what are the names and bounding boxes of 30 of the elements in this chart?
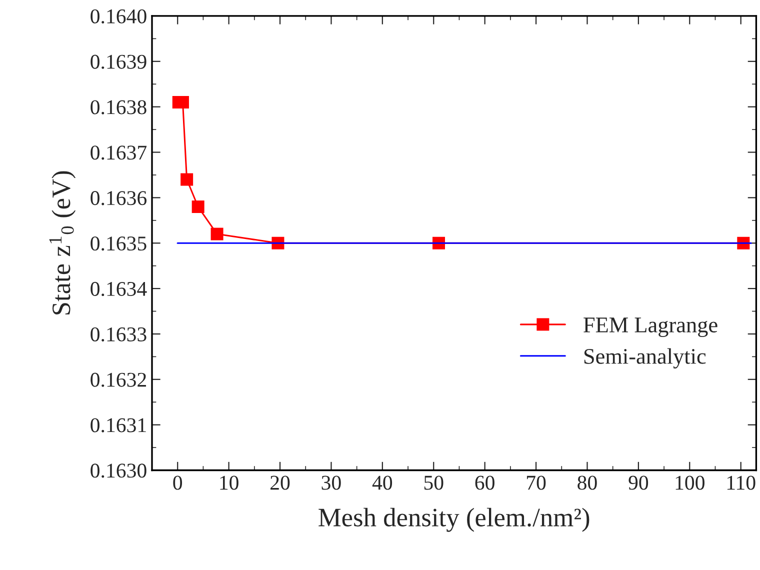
point bbox=[192, 200, 204, 214]
y-tick-label: 0.1640 bbox=[90, 9, 146, 24]
x-tick-label: 70 bbox=[526, 476, 546, 490]
y-tick-label: 0.1630 bbox=[90, 464, 146, 478]
x-tick-label: 100 bbox=[676, 476, 704, 490]
point bbox=[210, 228, 224, 240]
legend-label: FEM Lagrange bbox=[584, 318, 718, 338]
x-tick-label: 60 bbox=[475, 476, 494, 490]
x-axis-title: Mesh density (elem./nm²) bbox=[318, 508, 590, 532]
y-tick-label: 0.1639 bbox=[90, 54, 146, 69]
legend-label: Semi-analytic bbox=[584, 348, 706, 368]
y-tick-label: 0.1635 bbox=[90, 236, 146, 251]
x-tick-label: 20 bbox=[270, 476, 290, 490]
x-tick-label: 10 bbox=[220, 476, 238, 490]
x-tick-label: 30 bbox=[322, 476, 341, 490]
x-tick-label: 80 bbox=[578, 476, 597, 490]
y-tick-label: 0.1631 bbox=[90, 418, 146, 432]
y-tick-label: 0.1638 bbox=[90, 100, 146, 114]
y-tick-label: 0.1633 bbox=[90, 327, 146, 342]
x-tick-label: 40 bbox=[372, 476, 392, 490]
x-tick-label: 90 bbox=[628, 476, 648, 490]
y-tick-label: 0.1632 bbox=[90, 372, 146, 387]
y-tick-label: 0.1637 bbox=[90, 146, 147, 160]
x-tick-label: 50 bbox=[424, 476, 444, 490]
point bbox=[180, 173, 194, 186]
y-tick-label: 0.1634 bbox=[90, 282, 147, 296]
x-tick-label: 0 bbox=[173, 476, 182, 490]
x-tick-label: 110 bbox=[727, 476, 756, 490]
y-tick-label: 0.1636 bbox=[90, 191, 147, 206]
y-axis-title: State z$^{1}$$_{0}$ (eV) bbox=[49, 171, 76, 314]
